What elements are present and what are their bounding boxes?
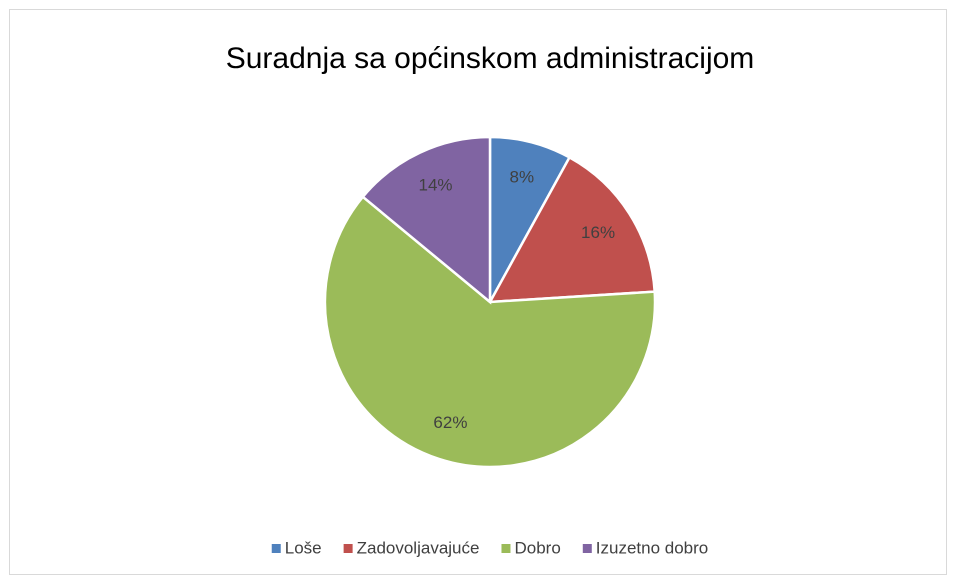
data-label: 14% [418,176,452,195]
legend-label: Loše [285,538,322,557]
data-label: 16% [581,223,615,242]
legend-marker [582,544,592,553]
pie-slice [487,155,657,304]
legend-marker [343,544,353,553]
pie-slice [323,195,657,469]
pie-slice [361,135,492,305]
data-label: 62% [433,413,467,432]
legend-marker [271,544,281,553]
legend-label: Dobro [514,538,560,557]
data-label: 8% [510,168,535,187]
chart-title: Suradnja sa općinskom administracijom [226,42,755,75]
legend-marker [501,544,511,553]
legend-label: Zadovoljavajuće [357,538,480,557]
legend-label: Izuzetno dobro [596,538,708,557]
